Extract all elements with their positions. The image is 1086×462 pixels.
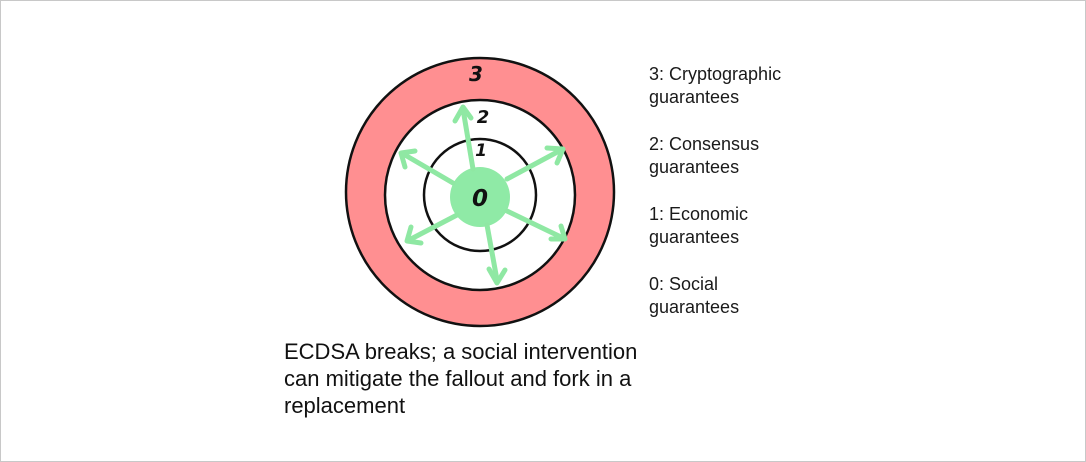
guarantee-rings-diagram: 3 2 1 0 bbox=[344, 56, 616, 328]
legend-item-consensus: 2: Consensus guarantees bbox=[649, 134, 760, 177]
legend-item-social: 0: Social guarantees bbox=[649, 274, 740, 317]
legend-item-cryptographic: 3: Cryptographic guarantees bbox=[649, 64, 782, 107]
ring-1-label: 1 bbox=[475, 141, 487, 161]
outward-arrows bbox=[398, 104, 568, 286]
ring-3-label: 3 bbox=[469, 62, 483, 86]
arrow-lower-right bbox=[504, 208, 566, 241]
ring-2-label: 2 bbox=[477, 107, 490, 128]
ring-0-label: 0 bbox=[472, 186, 488, 212]
scenario-caption: ECDSA breaks; a social intervention can … bbox=[284, 339, 638, 418]
arrow-upper-right bbox=[504, 147, 564, 182]
arrow-up bbox=[460, 106, 476, 172]
arrow-lower-left bbox=[408, 212, 460, 242]
legend-item-economic: 1: Economic guarantees bbox=[649, 204, 749, 247]
arrow-down bbox=[484, 222, 500, 283]
core-0-social bbox=[450, 167, 510, 227]
guarantees-legend: 3: Cryptographic guarantees 2: Consensus… bbox=[649, 63, 869, 343]
arrow-upper-left bbox=[402, 152, 456, 186]
